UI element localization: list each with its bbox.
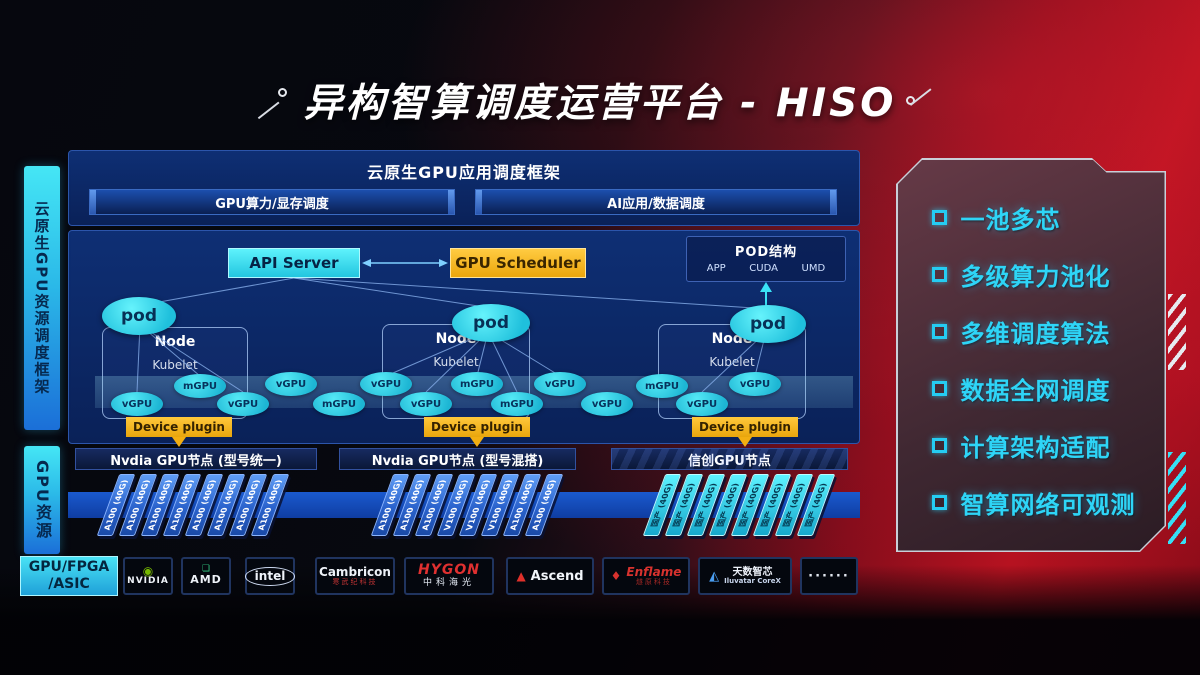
pod-ellipse-1: pod [102, 297, 176, 335]
feature-item-data-network-scheduling: 数据全网调度 [931, 371, 1155, 406]
logo-nvidia: ◉ NVIDIA [123, 557, 173, 595]
framework-title: 云原生GPU应用调度框架 [367, 163, 561, 182]
hatch-stripes-bottom [1168, 452, 1186, 544]
logo-ascend: ▲ Ascend [506, 557, 594, 595]
gpu-row-header-uniform: Nvdia GPU节点 (型号统一) [75, 448, 317, 470]
feature-item-multi-chip-pool: 一池多芯 [931, 200, 1155, 235]
gpu-row-header-mixed: Nvdia GPU节点 (型号混搭) [339, 448, 576, 470]
pod-structure-title: POD结构 [734, 245, 798, 260]
kubelet-label: Kubelet [152, 358, 198, 372]
vendor-category-label: GPU/FPGA /ASIC [20, 556, 118, 596]
logo-iluvatar: ◭ 天数智芯 Iluvatar CoreX [698, 557, 792, 595]
device-plugin-1: Device plugin [126, 417, 232, 447]
gpu-card-stack-2: A100 (40G) A100 (40G) A100 (40G) V100 (40G)… [370, 474, 634, 552]
framework-panel: 云原生GPU应用调度框架 GPU算力/显存调度 AI应用/数据调度 [68, 150, 860, 226]
circuit-decoration-right [906, 88, 932, 107]
pod-ellipse-3: pod [730, 305, 806, 343]
enflame-flame-icon: ♦ [610, 569, 622, 583]
api-server-box: API Server [228, 248, 360, 278]
pod-component-cuda: CUDA [749, 263, 778, 274]
sidebar-label-scheduling-framework: 云原生GPU资源调度框架 [24, 166, 60, 430]
logo-hygon: HYGON 中科海光 [404, 557, 494, 595]
square-bullet-icon [931, 381, 947, 397]
device-plugin-2: Device plugin [424, 417, 530, 447]
feature-item-network-observability: 智算网络可观测 [931, 485, 1155, 520]
circuit-decoration-left [257, 88, 304, 120]
gpu-card-stack-3: 国产 (40G) 国产 (40G) 国产 (40G) 国产 (40G) 国产 (40G)… [642, 474, 906, 552]
gpu-scheduler-box: GPU Scheduler [450, 248, 586, 278]
vendor-label-line2: /ASIC [48, 576, 90, 592]
pod-component-app: APP [706, 263, 726, 274]
pod-ellipse-2: pod [452, 304, 530, 342]
node-label: Node [154, 334, 196, 350]
gpu-row-header-xinchuang: 信创GPU节点 [611, 448, 848, 470]
logo-intel: intel [244, 557, 296, 595]
logo-cambricon: Cambricon 寒武纪科技 [315, 557, 395, 595]
vendor-label-line1: GPU/FPGA [28, 559, 110, 576]
sidebar-label-gpu-resources: GPU资源 [24, 446, 60, 554]
feature-item-multi-level-pooling: 多级算力池化 [931, 257, 1155, 292]
kubelet-label: Kubelet [709, 355, 755, 369]
feature-item-compute-arch-adaptation: 计算架构适配 [931, 428, 1155, 463]
pod-component-umd: UMD [801, 263, 826, 274]
page-title: 异构智算调度运营平台 - HISO [303, 81, 897, 126]
pod-structure-box: POD结构 APP CUDA UMD [686, 236, 846, 282]
square-bullet-icon [931, 495, 947, 511]
framework-box-ai-data-scheduling: AI应用/数据调度 [475, 189, 837, 215]
square-bullet-icon [931, 209, 947, 225]
logo-enflame: ♦ Enflame 燧原科技 [602, 557, 690, 595]
square-bullet-icon [931, 438, 947, 454]
square-bullet-icon [931, 323, 947, 339]
framework-box-compute-scheduling: GPU算力/显存调度 [89, 189, 455, 215]
logo-more-vendors: ······ [800, 557, 858, 595]
ascend-triangle-icon: ▲ [516, 569, 526, 583]
hatch-stripes-top [1168, 294, 1186, 370]
nvidia-eye-icon: ◉ [142, 564, 154, 579]
feature-item-multi-dim-scheduling: 多维调度算法 [931, 314, 1155, 349]
kubelet-label: Kubelet [433, 355, 479, 369]
amd-arrow-icon: ❏ [201, 564, 211, 575]
device-plugin-3: Device plugin [692, 417, 798, 447]
logo-amd: ❏ AMD [181, 557, 231, 595]
intel-oval-icon: intel [244, 566, 296, 586]
square-bullet-icon [931, 266, 947, 282]
gpu-slice-band [95, 376, 853, 408]
iluvatar-triangle-icon: ◭ [709, 568, 720, 584]
gpu-card-stack-1: A100 (40G) A100 (40G) A100 (40G) A100 (40G)… [96, 474, 360, 552]
feature-panel: 一池多芯 多级算力池化 多维调度算法 数据全网调度 计算架构适配 智算网络可观测 [896, 158, 1166, 552]
